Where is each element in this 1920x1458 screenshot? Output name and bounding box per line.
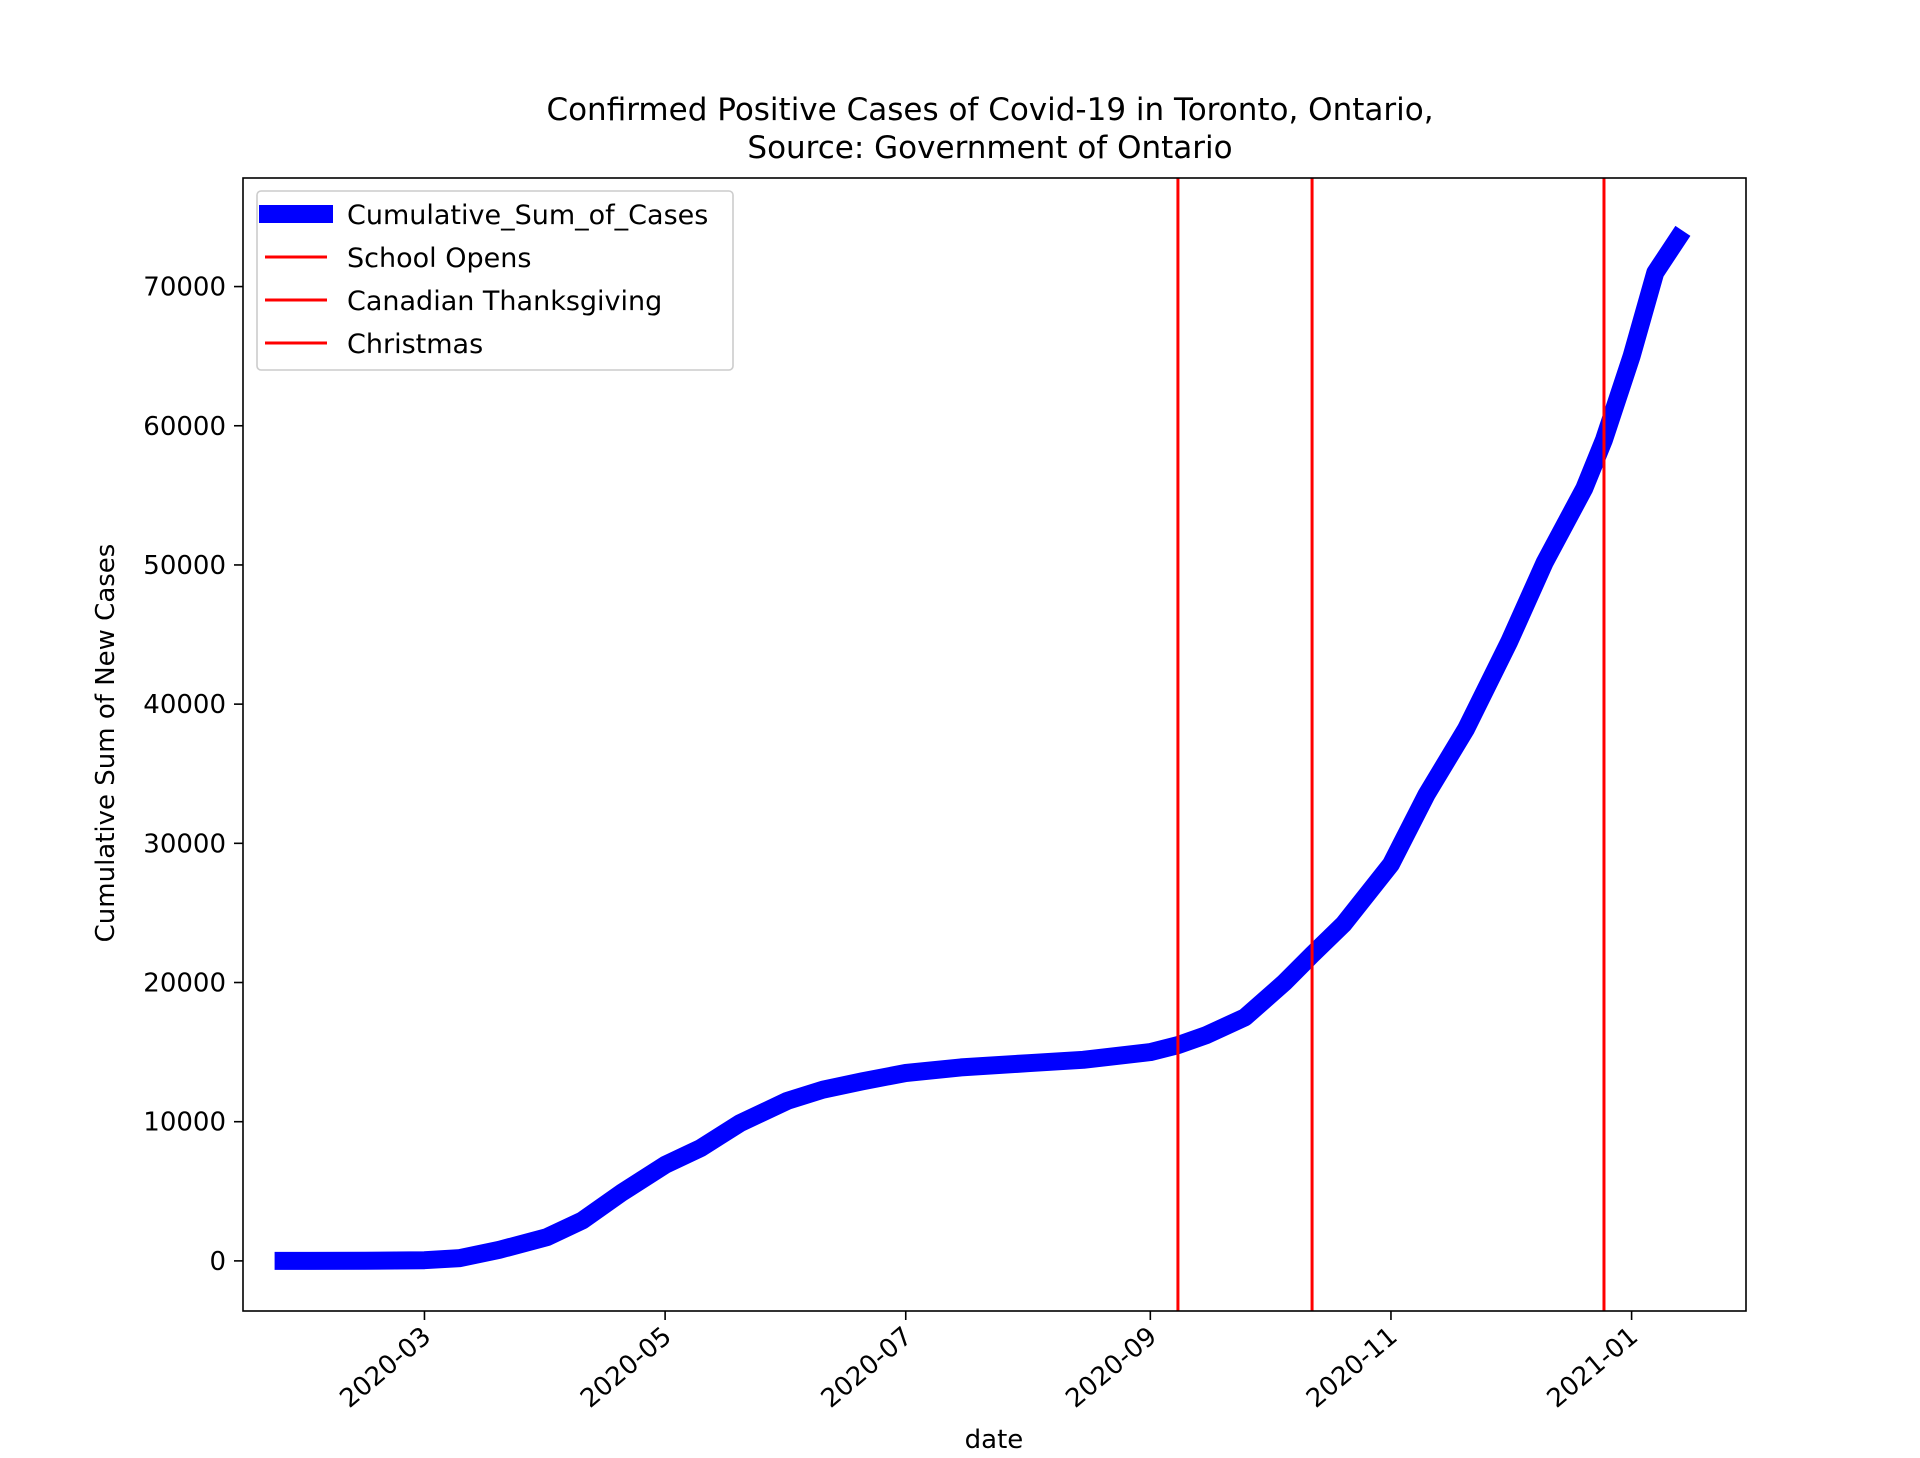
y-axis: 0 10000 20000 30000 40000 50000 60000 70000	[143, 273, 243, 1277]
y-tick-label: 70000	[143, 273, 226, 303]
legend-box	[256, 190, 734, 371]
y-tick-label: 60000	[143, 412, 226, 442]
chart-subtitle: Source: Government of Ontario	[747, 130, 1232, 166]
legend-label-christmas: Christmas	[347, 329, 483, 360]
legend: Cumulative_Sum_of_Cases School Opens Can…	[256, 190, 734, 371]
x-axis-label: date	[965, 1425, 1024, 1455]
legend-label-school-opens: School Opens	[347, 243, 531, 274]
legend-label-cumulative: Cumulative_Sum_of_Cases	[347, 200, 708, 231]
y-tick-label: 50000	[143, 551, 226, 581]
event-layer	[1176, 178, 1606, 1311]
plot-frame	[242, 177, 1747, 1312]
legend-label-thanksgiving: Canadian Thanksgiving	[347, 286, 662, 317]
y-tick-label: 20000	[143, 969, 226, 999]
series-layer	[274, 225, 1691, 1270]
series-line-0	[274, 225, 1691, 1270]
chart-title: Confirmed Positive Cases of Covid-19 in …	[546, 92, 1433, 128]
y-tick-label: 0	[209, 1247, 226, 1277]
y-axis-label: Cumulative Sum of New Cases	[91, 544, 121, 943]
y-tick-label: 10000	[143, 1108, 226, 1138]
y-tick-label: 40000	[143, 690, 226, 720]
y-tick-label: 30000	[143, 829, 226, 859]
